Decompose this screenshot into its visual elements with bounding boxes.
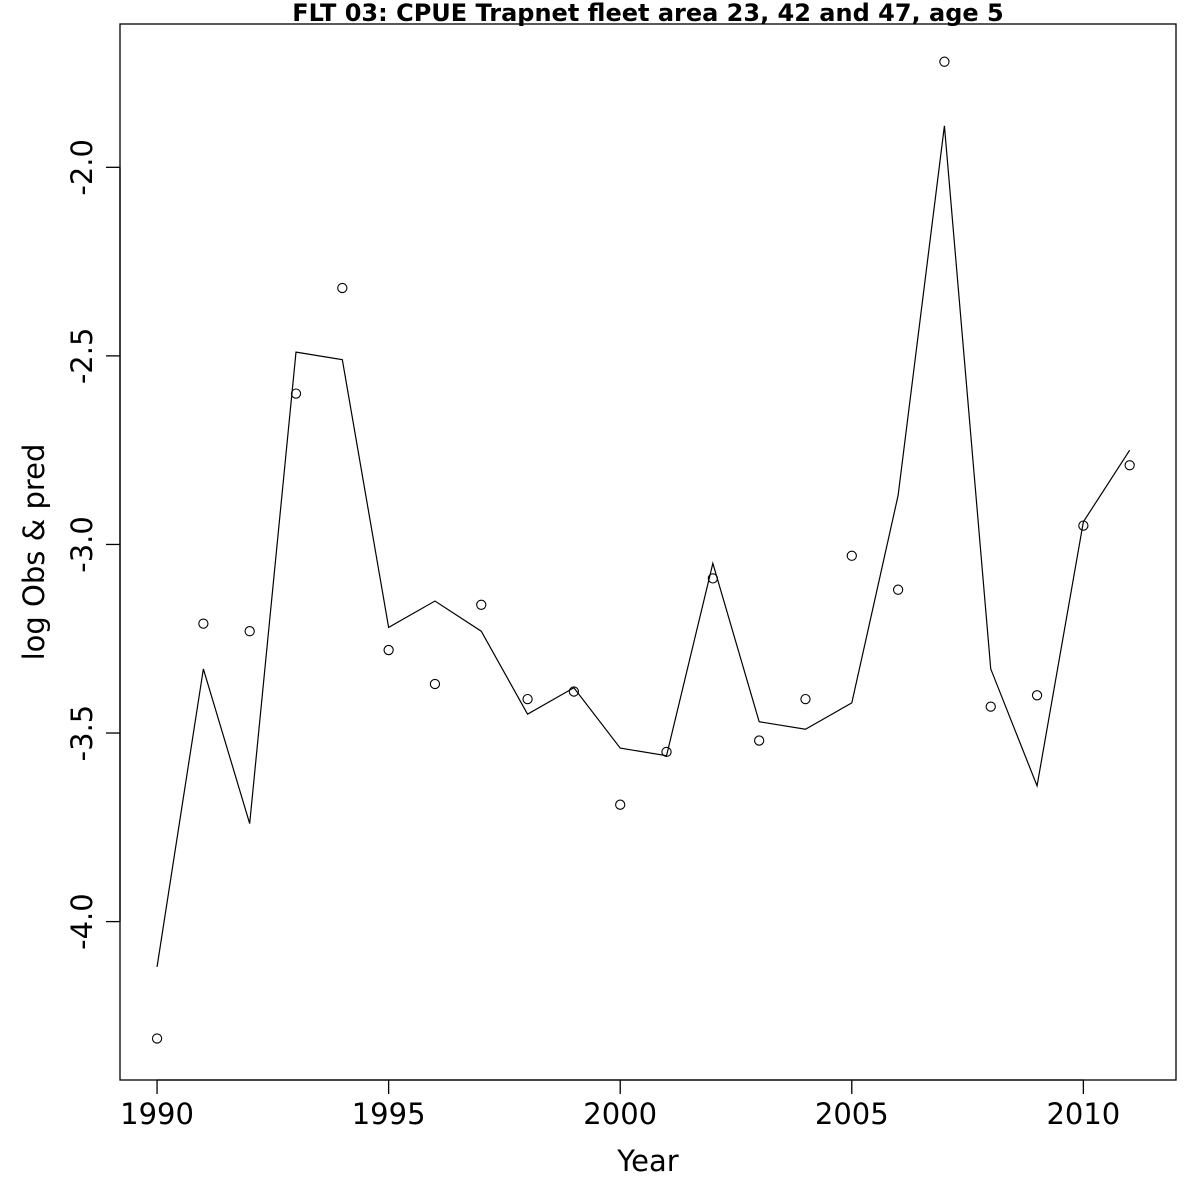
observed-point-2006 [892,584,904,595]
observed-point-1995 [383,644,394,656]
observed-point-2007 [939,56,950,67]
observed-point-1993 [290,388,302,399]
y-axis: -4.0 -3.5 -3.0 -2.5 -2.0 [65,139,121,950]
x-tick-label-1995: 1995 [352,1097,426,1131]
observed-point-2001 [661,746,672,758]
x-tick-label-2000: 2000 [583,1097,657,1131]
observed-point-1992 [244,626,255,637]
y-tick-label--3.5: -3.5 [65,705,99,762]
observed-point-2010 [1078,520,1089,531]
y-tick-label--2.0: -2.0 [65,139,99,196]
x-axis-label: Year [616,1144,678,1178]
x-tick-label-1990: 1990 [120,1097,194,1131]
observed-point-2003 [754,735,765,746]
observed-point-2011 [1124,460,1135,471]
x-tick-label-2010: 2010 [1046,1097,1120,1131]
y-axis-label: log Obs & pred [17,444,51,661]
observed-point-1994 [337,282,348,294]
y-tick-label--4.0: -4.0 [65,893,99,950]
observed-point-1996 [429,678,441,690]
x-tick-label-2005: 2005 [815,1097,889,1131]
plot-frame [119,23,1177,1081]
y-tick-label--3.0: -3.0 [65,516,99,573]
observed-point-1991 [198,618,209,629]
observed-point-1998 [522,693,533,705]
observed-point-2002 [707,573,718,584]
predicted-series [156,125,1131,967]
x-axis: 1990 1995 2000 2005 2010 [120,1079,1120,1131]
observed-point-1997 [476,599,487,610]
observed-point-2000 [615,799,626,810]
observed-point-1999 [568,686,580,697]
observed-series [151,56,1135,1044]
observed-point-2004 [800,693,811,705]
observed-point-2009 [1031,690,1043,701]
observed-point-2005 [846,550,857,561]
observed-point-2008 [985,701,996,712]
observed-point-1990 [151,1033,163,1044]
chart-title: FLT 03: CPUE Trapnet fleet area 23, 42 a… [292,0,1003,27]
y-tick-label--2.5: -2.5 [65,328,99,385]
predicted-line [156,125,1131,967]
